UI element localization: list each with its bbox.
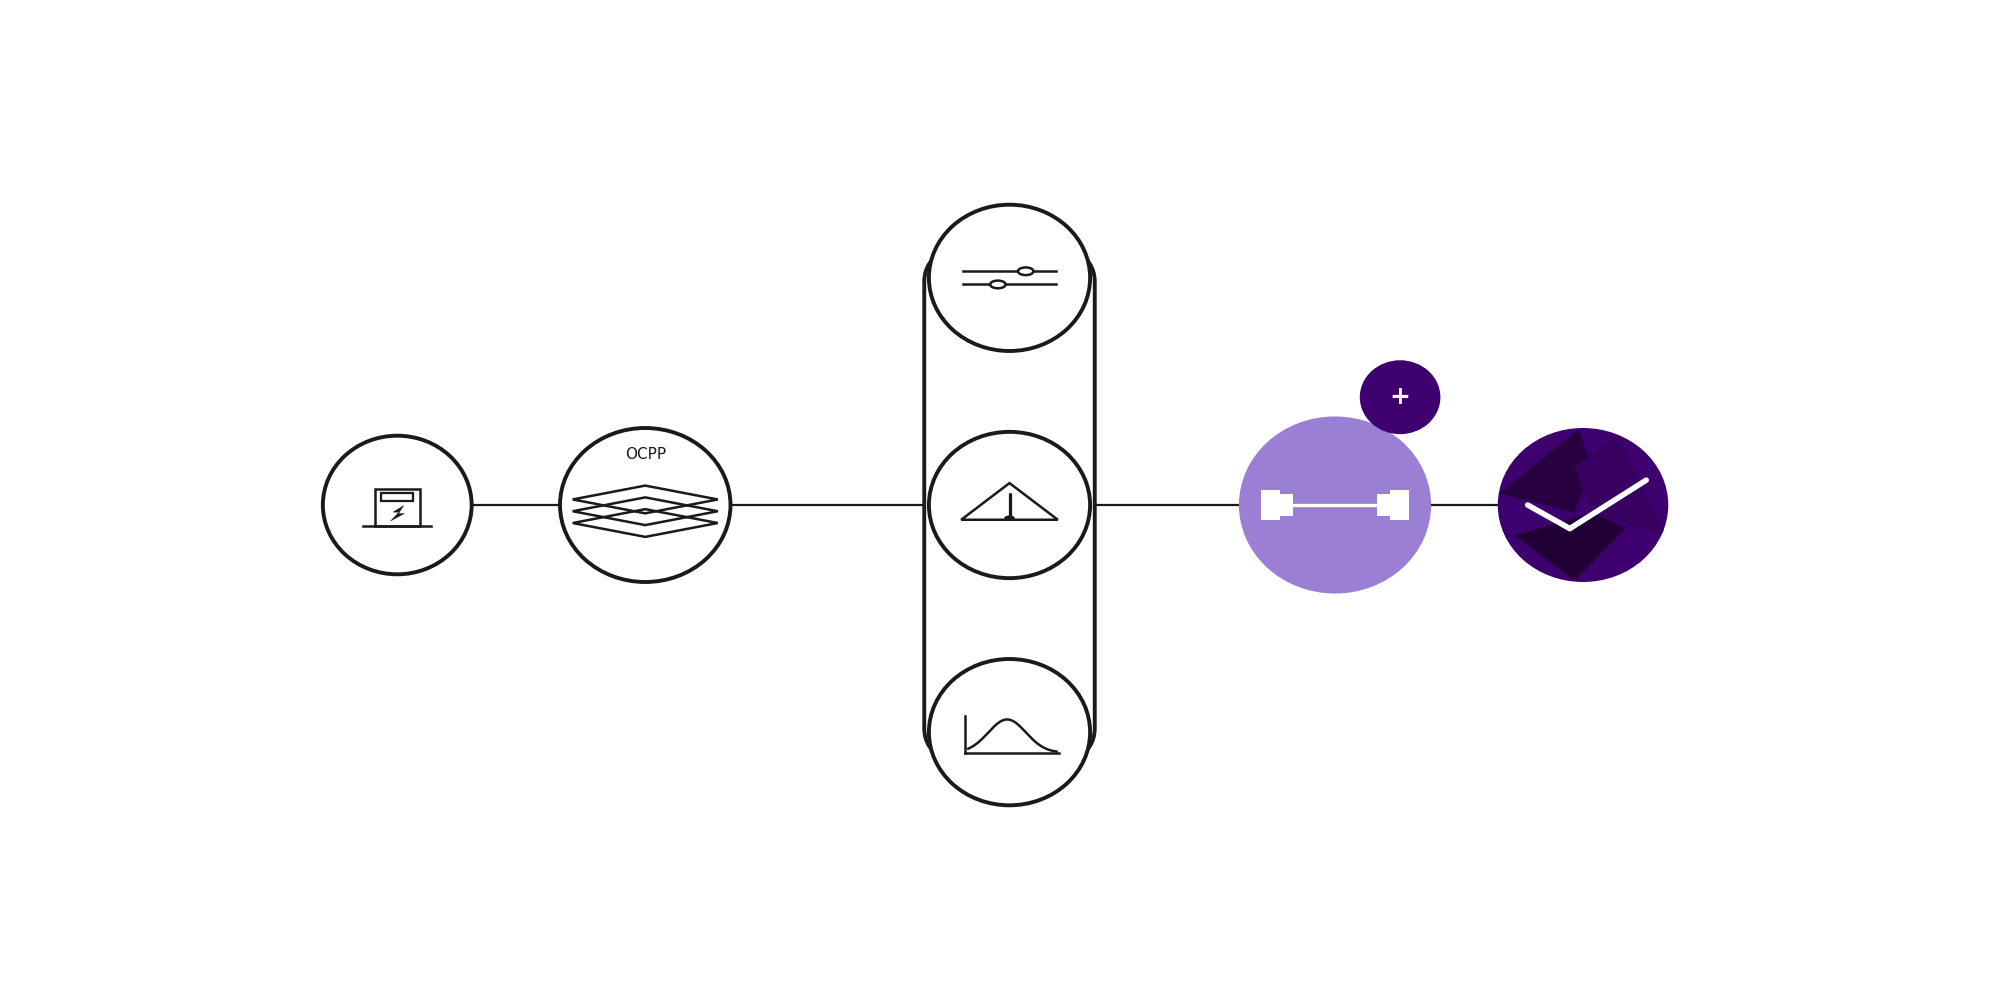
Text: OCPP: OCPP bbox=[624, 447, 666, 462]
Polygon shape bbox=[1500, 430, 1592, 513]
Ellipse shape bbox=[1360, 360, 1440, 434]
Ellipse shape bbox=[928, 432, 1090, 578]
Text: +: + bbox=[1390, 385, 1410, 409]
Polygon shape bbox=[1574, 436, 1666, 536]
Bar bbox=[1376, 494, 1390, 516]
Bar bbox=[382, 493, 414, 501]
Ellipse shape bbox=[322, 436, 472, 574]
Ellipse shape bbox=[928, 205, 1090, 351]
Polygon shape bbox=[390, 506, 404, 521]
FancyBboxPatch shape bbox=[924, 239, 1094, 771]
Bar bbox=[1280, 494, 1294, 516]
Polygon shape bbox=[1514, 513, 1626, 580]
Bar bbox=[1262, 490, 1280, 520]
Ellipse shape bbox=[1238, 416, 1432, 594]
Bar bbox=[1390, 490, 1408, 520]
Ellipse shape bbox=[928, 659, 1090, 805]
Circle shape bbox=[990, 281, 1006, 288]
Ellipse shape bbox=[1498, 428, 1668, 582]
Circle shape bbox=[1004, 515, 1014, 521]
Ellipse shape bbox=[560, 428, 730, 582]
Circle shape bbox=[1018, 267, 1034, 275]
Bar bbox=[374, 489, 420, 526]
